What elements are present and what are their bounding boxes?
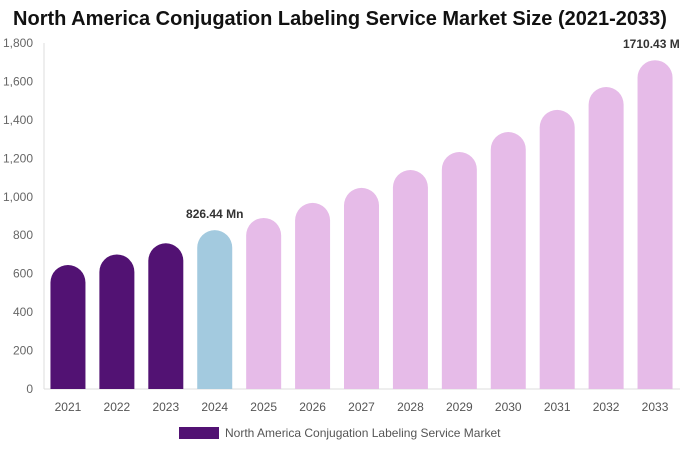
bar-2025 (246, 217, 282, 389)
x-tick-label: 2028 (397, 400, 424, 414)
bar-2028 (392, 170, 428, 389)
y-tick-label: 1,200 (3, 151, 33, 165)
bar-2024 (197, 230, 233, 389)
data-label: 1710.43 Mn (623, 37, 680, 51)
x-tick-label: 2025 (250, 400, 277, 414)
x-tick-label: 2027 (348, 400, 375, 414)
x-tick-label: 2023 (152, 400, 179, 414)
y-tick-label: 0 (26, 382, 33, 396)
chart-title: North America Conjugation Labeling Servi… (13, 8, 667, 30)
y-tick-label: 200 (13, 344, 33, 358)
y-tick-label: 800 (13, 228, 33, 242)
bar-2027 (344, 187, 379, 389)
x-tick-label: 2032 (593, 400, 620, 414)
bar-2031 (539, 109, 575, 389)
x-tick-label: 2031 (544, 400, 571, 414)
y-tick-label: 1,800 (3, 36, 33, 50)
bar-2029 (441, 151, 477, 389)
bar-2030 (490, 131, 526, 389)
x-tick-label: 2021 (55, 400, 82, 414)
y-tick-label: 400 (13, 305, 33, 319)
y-tick-label: 1,600 (3, 74, 33, 88)
x-tick-label: 2024 (201, 400, 228, 414)
y-tick-label: 600 (13, 267, 33, 281)
legend-swatch (179, 427, 219, 439)
x-tick-label: 2026 (299, 400, 326, 414)
bar-2033 (637, 60, 673, 390)
bar-2026 (295, 202, 331, 389)
legend: North America Conjugation Labeling Servi… (179, 426, 500, 440)
bar-2022 (99, 254, 135, 389)
y-tick-label: 1,000 (3, 190, 33, 204)
bar-2032 (588, 87, 624, 389)
bar-2023 (148, 243, 184, 389)
legend-label: North America Conjugation Labeling Servi… (225, 426, 501, 440)
y-tick-label: 1,400 (3, 113, 33, 127)
x-tick-label: 2029 (446, 400, 473, 414)
x-tick-label: 2030 (495, 400, 522, 414)
data-label: 826.44 Mn (186, 207, 243, 221)
x-tick-label: 2033 (642, 400, 669, 414)
bar-2021 (50, 265, 86, 389)
x-tick-label: 2022 (104, 400, 131, 414)
